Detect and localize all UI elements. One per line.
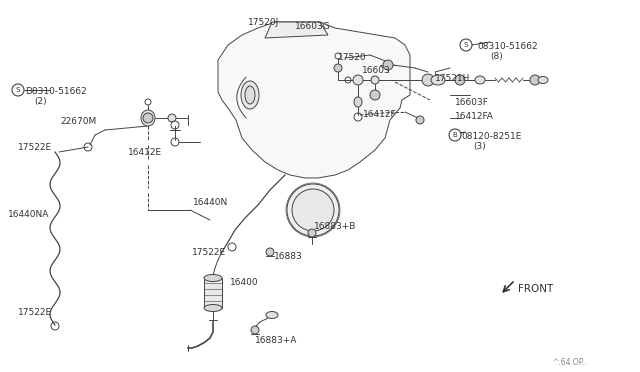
Circle shape bbox=[143, 113, 153, 123]
Text: 16603F: 16603F bbox=[455, 98, 489, 107]
Ellipse shape bbox=[266, 311, 278, 318]
Polygon shape bbox=[265, 22, 328, 38]
Circle shape bbox=[370, 90, 380, 100]
Text: 16412F: 16412F bbox=[363, 110, 397, 119]
Ellipse shape bbox=[475, 76, 485, 84]
Circle shape bbox=[422, 74, 434, 86]
Circle shape bbox=[416, 116, 424, 124]
Ellipse shape bbox=[168, 114, 176, 122]
Text: 17522E: 17522E bbox=[192, 248, 226, 257]
Circle shape bbox=[353, 75, 363, 85]
Bar bbox=[204, 278, 222, 308]
Text: 16440NA: 16440NA bbox=[8, 210, 49, 219]
Polygon shape bbox=[218, 22, 410, 178]
Text: (8): (8) bbox=[490, 52, 503, 61]
Ellipse shape bbox=[204, 305, 222, 311]
Text: 08120-8251E: 08120-8251E bbox=[461, 132, 522, 141]
Ellipse shape bbox=[241, 81, 259, 109]
Circle shape bbox=[308, 229, 316, 237]
Text: B: B bbox=[452, 132, 458, 138]
Text: 16440N: 16440N bbox=[193, 198, 228, 207]
Text: S: S bbox=[464, 42, 468, 48]
Text: 16883+A: 16883+A bbox=[255, 336, 298, 345]
Ellipse shape bbox=[292, 189, 334, 231]
Text: 16412FA: 16412FA bbox=[455, 112, 494, 121]
Circle shape bbox=[460, 39, 472, 51]
Text: ^.64.OP..: ^.64.OP.. bbox=[552, 358, 588, 367]
Text: FRONT: FRONT bbox=[518, 284, 553, 294]
Ellipse shape bbox=[204, 275, 222, 282]
Ellipse shape bbox=[141, 110, 155, 126]
Text: 17520J: 17520J bbox=[248, 18, 279, 27]
Text: 16883: 16883 bbox=[274, 252, 303, 261]
Text: 17520: 17520 bbox=[338, 53, 367, 62]
Circle shape bbox=[455, 75, 465, 85]
Circle shape bbox=[12, 84, 24, 96]
Text: 16412E: 16412E bbox=[128, 148, 162, 157]
Ellipse shape bbox=[431, 75, 445, 85]
Ellipse shape bbox=[245, 86, 255, 104]
Text: (3): (3) bbox=[473, 142, 486, 151]
Text: D8310-51662: D8310-51662 bbox=[25, 87, 87, 96]
Circle shape bbox=[383, 60, 393, 70]
Text: 16603G: 16603G bbox=[295, 22, 331, 31]
Circle shape bbox=[266, 248, 274, 256]
Text: 22670M: 22670M bbox=[60, 117, 96, 126]
Ellipse shape bbox=[354, 97, 362, 107]
Text: S: S bbox=[16, 87, 20, 93]
Text: 17521H: 17521H bbox=[435, 74, 470, 83]
Text: 08310-51662: 08310-51662 bbox=[477, 42, 538, 51]
Ellipse shape bbox=[538, 77, 548, 83]
Circle shape bbox=[251, 326, 259, 334]
Text: 16603: 16603 bbox=[362, 66, 391, 75]
Circle shape bbox=[334, 64, 342, 72]
Circle shape bbox=[449, 129, 461, 141]
Circle shape bbox=[371, 76, 379, 84]
Ellipse shape bbox=[287, 184, 339, 236]
Text: 16883+B: 16883+B bbox=[314, 222, 356, 231]
Text: 17522E: 17522E bbox=[18, 143, 52, 152]
Text: (2): (2) bbox=[34, 97, 47, 106]
Circle shape bbox=[530, 75, 540, 85]
Text: 17522E: 17522E bbox=[18, 308, 52, 317]
Text: 16400: 16400 bbox=[230, 278, 259, 287]
